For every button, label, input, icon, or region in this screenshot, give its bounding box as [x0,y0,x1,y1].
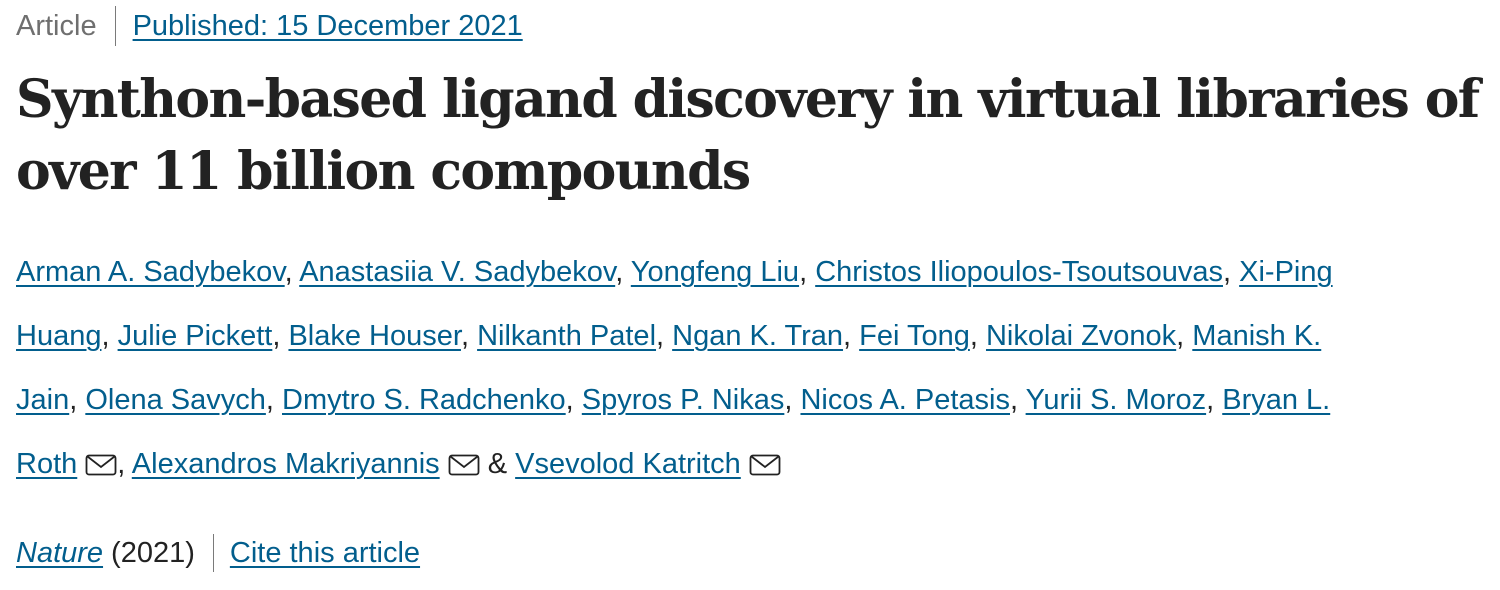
author-link[interactable]: Olena Savych [85,384,266,416]
author-separator: , [284,256,293,288]
author-link[interactable]: Yurii S. Moroz [1025,384,1207,416]
author-link[interactable]: Christos Iliopoulos-Tsoutsouvas [815,256,1223,288]
author-link[interactable]: Roth [16,448,78,480]
email-author-icon[interactable] [85,454,117,476]
author-link[interactable]: Anastasiia V. Sadybekov [299,256,616,288]
author-separator: , [101,320,110,352]
author-link[interactable]: Huang [16,320,102,352]
author-link[interactable]: Vsevolod Katritch [515,448,741,480]
author-link[interactable]: Ngan K. Tran [672,320,844,352]
author-link[interactable]: Yongfeng Liu [630,256,800,288]
author-line: Jain, Olena Savych, Dmytro S. Radchenko,… [16,368,1496,432]
author-link[interactable]: Fei Tong [859,320,970,352]
author-separator: , [1010,384,1019,416]
meta-divider [114,6,116,46]
author-separator: , [265,384,274,416]
author-separator: , [1206,384,1215,416]
author-separator: , [784,384,793,416]
citation-divider [212,534,214,572]
author-separator: , [69,384,78,416]
article-meta-row: Article Published: 15 December 2021 [16,6,523,46]
author-list: Arman A. Sadybekov, Anastasiia V. Sadybe… [16,240,1496,496]
author-separator: , [843,320,852,352]
article-title-line: over 11 billion compounds [16,141,751,202]
author-separator: , [799,256,808,288]
author-link[interactable]: Jain [16,384,70,416]
author-separator: , [1223,256,1232,288]
author-link[interactable]: Spyros P. Nikas [581,384,785,416]
author-line: Arman A. Sadybekov, Anastasiia V. Sadybe… [16,240,1496,304]
author-link[interactable]: Blake Houser [288,320,461,352]
author-link[interactable]: Bryan L. [1222,384,1331,416]
author-link[interactable]: Dmytro S. Radchenko [282,384,566,416]
author-line: Roth, Alexandros Makriyannis & Vsevolod … [16,432,1496,496]
author-link[interactable]: Nikolai Zvonok [985,320,1177,352]
author-separator: , [1176,320,1185,352]
author-separator: , [615,256,624,288]
author-link[interactable]: Arman A. Sadybekov [16,256,285,288]
journal-link[interactable]: Nature [16,536,104,569]
author-separator: , [460,320,470,352]
cite-article-link[interactable]: Cite this article [229,536,421,569]
author-line: Huang, Julie Pickett, Blake Houser, Nilk… [16,304,1496,368]
article-title-line: Synthon-based ligand discovery in virtua… [16,69,1480,130]
email-author-icon[interactable] [749,454,781,476]
author-link[interactable]: Alexandros Makriyannis [131,448,440,480]
author-link[interactable]: Manish K. [1192,320,1322,352]
author-conjunction: & [487,448,508,480]
author-link[interactable]: Julie Pickett [117,320,273,352]
author-separator: , [117,448,126,480]
author-link[interactable]: Nicos A. Petasis [800,384,1010,416]
author-separator: , [656,320,665,352]
author-separator: , [272,320,281,352]
author-link[interactable]: Xi-Ping [1239,256,1333,288]
article-type-label: Article [16,9,97,42]
article-title: Synthon-based ligand discovery in virtua… [16,64,1494,208]
author-separator: , [969,320,978,352]
author-link[interactable]: Nilkanth Patel [477,320,657,352]
author-separator: , [565,384,574,416]
published-date-link[interactable]: Published: 15 December 2021 [132,9,523,42]
email-author-icon[interactable] [448,454,480,476]
publication-year: (2021) [111,536,195,569]
citation-row: Nature (2021) Cite this article [16,530,420,576]
